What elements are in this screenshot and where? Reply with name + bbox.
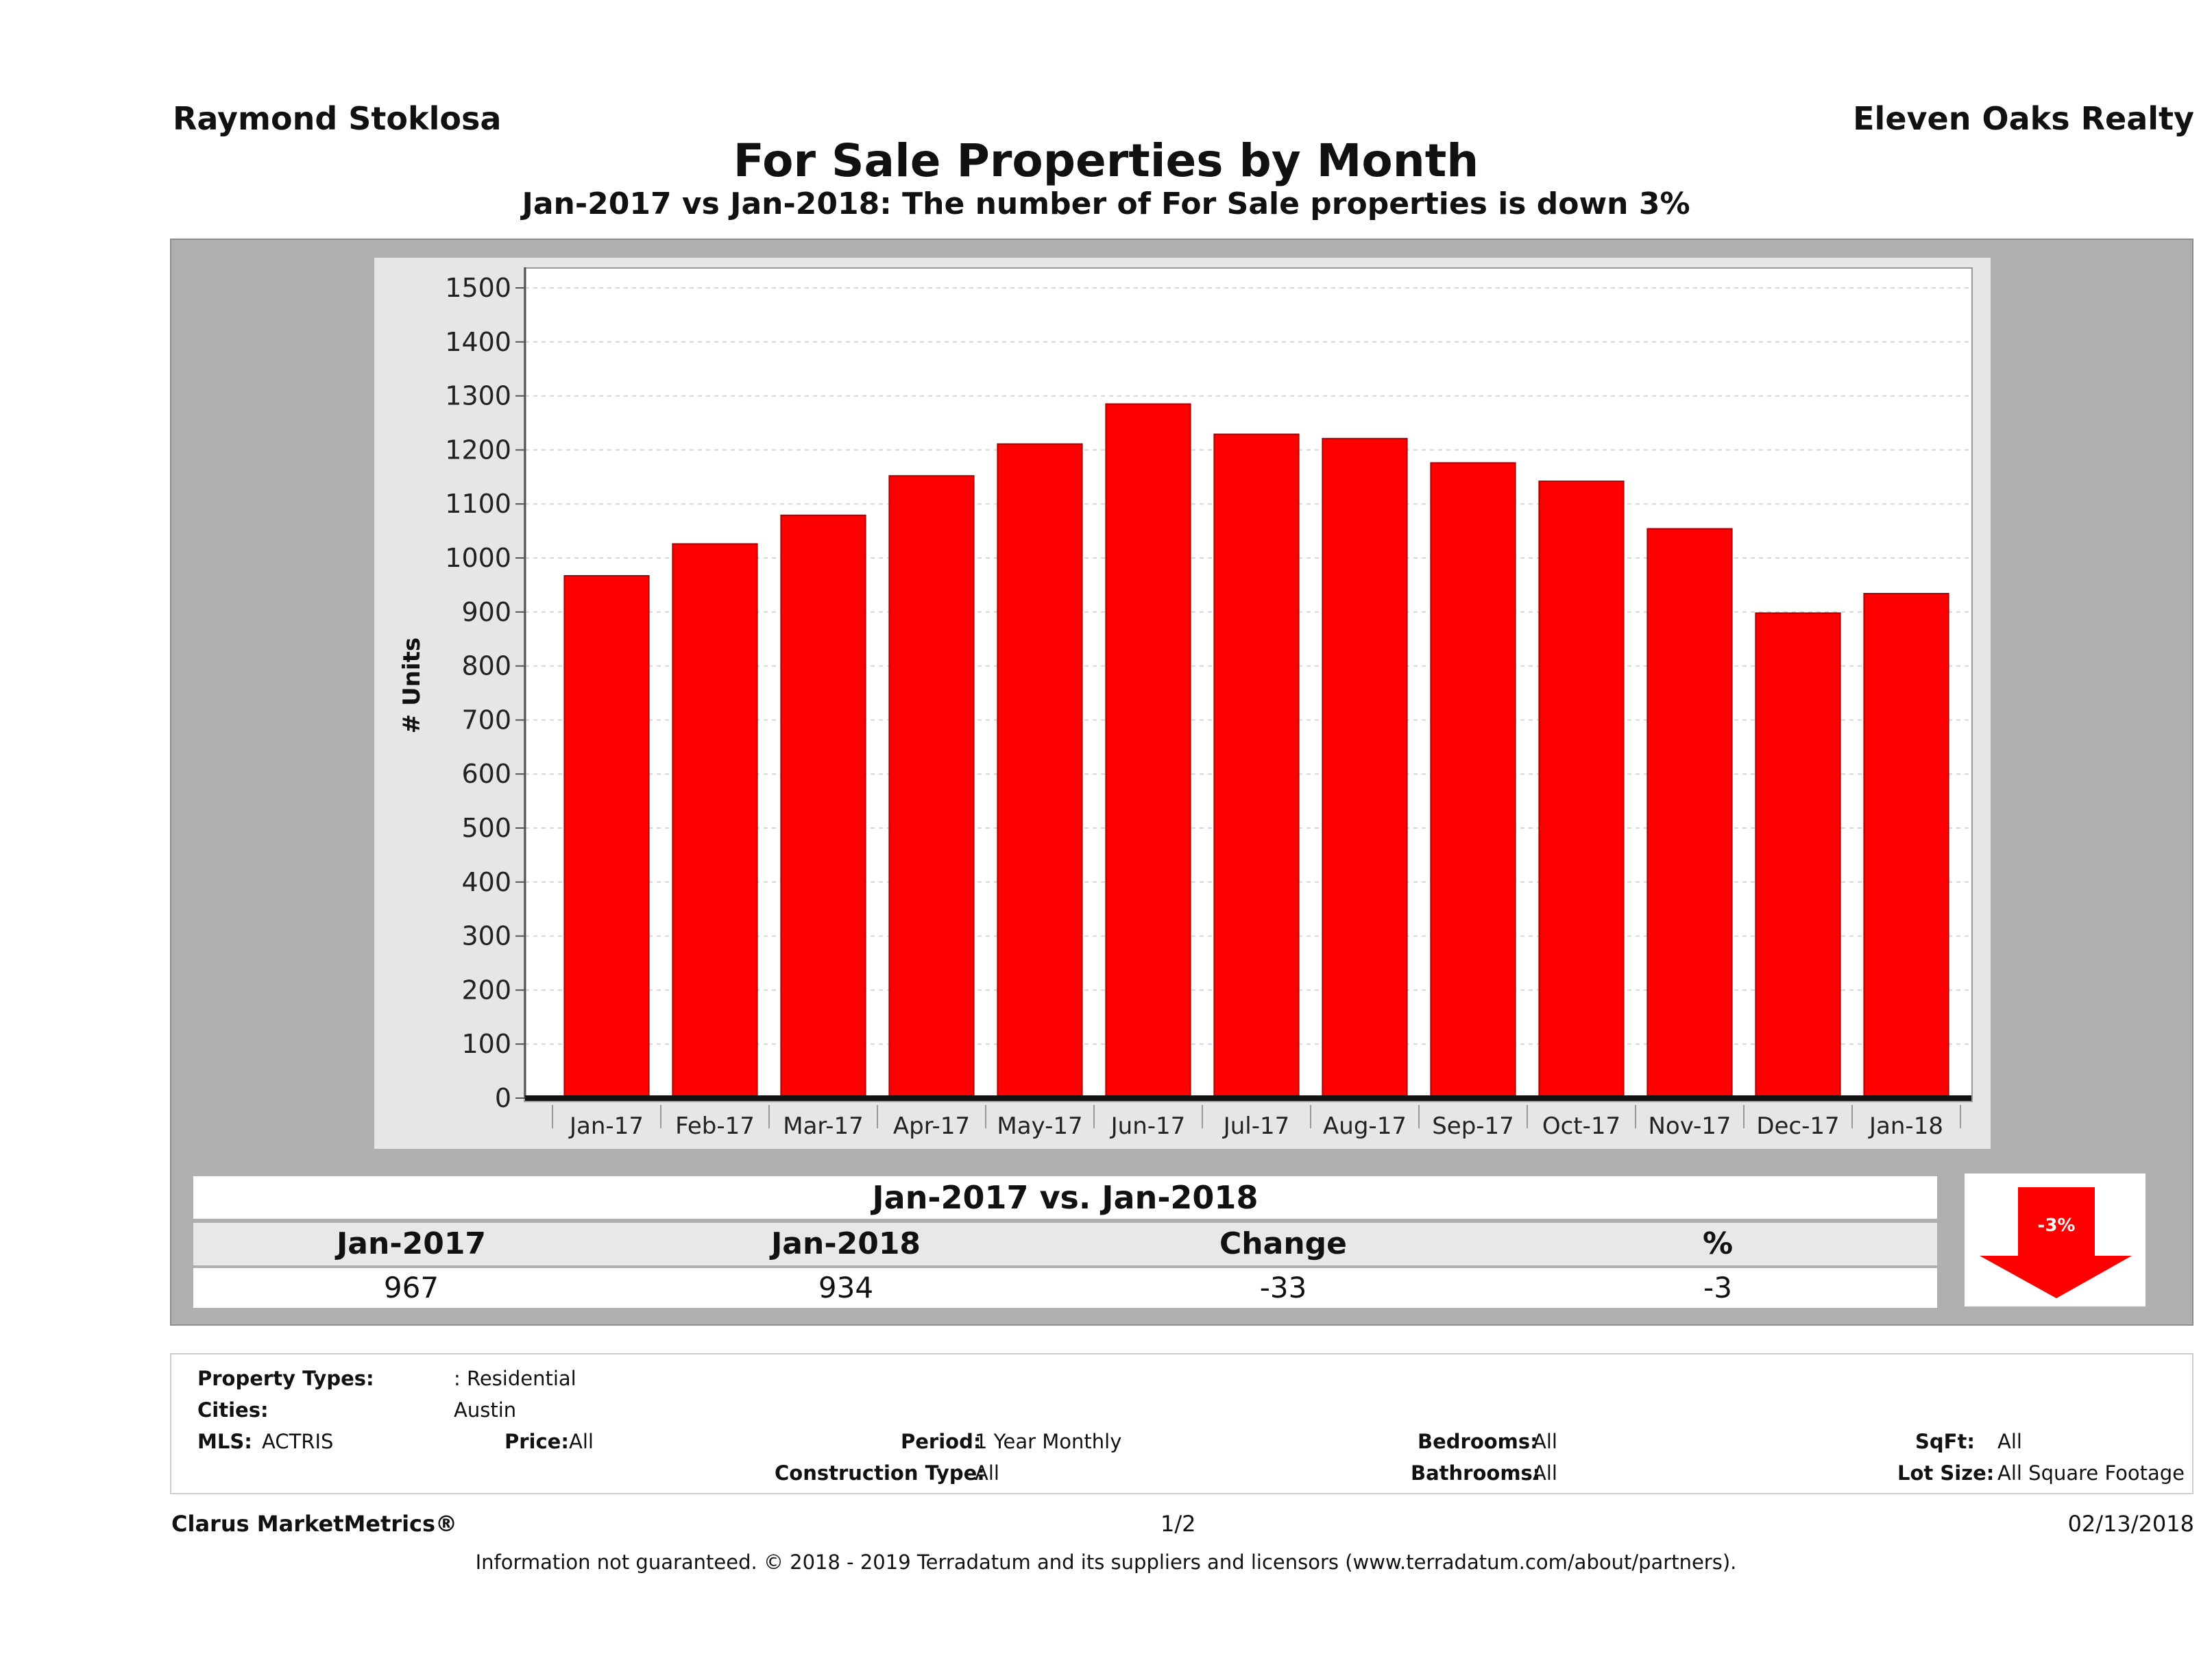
bedrooms-value: All xyxy=(1533,1430,1557,1453)
axes xyxy=(515,267,1971,1128)
change-badge: -3% xyxy=(1965,1174,2146,1306)
y-tick-label: 700 xyxy=(461,705,511,735)
bar-mar-17 xyxy=(780,514,866,1099)
sqft-value: All xyxy=(1997,1430,2022,1453)
y-tick-label: 500 xyxy=(461,813,511,843)
comparison-header-jan-2017: Jan-2017 xyxy=(336,1226,487,1261)
comparison-header-row: Jan-2017 Jan-2018 Change % xyxy=(193,1223,1937,1265)
comparison-header-change: Change xyxy=(1219,1226,1347,1261)
bar-feb-17 xyxy=(672,543,758,1099)
y-tick-label: 0 xyxy=(495,1083,511,1113)
y-tick-label: 200 xyxy=(461,975,511,1005)
period-value: 1 Year Monthly xyxy=(975,1430,1122,1453)
y-tick-label: 1000 xyxy=(445,543,511,573)
chart-title: For Sale Properties by Month xyxy=(733,134,1479,187)
x-tick-label: Feb-17 xyxy=(675,1112,755,1140)
y-tick-label: 300 xyxy=(461,921,511,951)
report-date: 02/13/2018 xyxy=(2067,1511,2194,1537)
bar-aug-17 xyxy=(1322,437,1408,1099)
comparison-value-row: 967 934 -33 -3 xyxy=(193,1268,1937,1308)
bathrooms-value: All xyxy=(1533,1461,1557,1485)
bathrooms-label: Bathrooms: xyxy=(1411,1461,1541,1485)
comparison-value-jan-2017: 967 xyxy=(383,1271,439,1304)
y-tick-label: 400 xyxy=(461,867,511,897)
down-arrow-icon: -3% xyxy=(1980,1187,2132,1298)
bar-jun-17 xyxy=(1105,403,1191,1099)
x-tick-label: Jan-18 xyxy=(1868,1112,1943,1140)
x-tick-label: May-17 xyxy=(997,1112,1082,1140)
period-label: Period: xyxy=(901,1430,982,1453)
y-tick-labels: 0 100 200 300 400 500 600 700 800 900 1000 1100 1200… xyxy=(445,273,511,1113)
y-tick-label: 1200 xyxy=(445,435,511,465)
bedrooms-label: Bedrooms: xyxy=(1418,1430,1538,1453)
x-tick-label: Nov-17 xyxy=(1649,1112,1731,1140)
cities-label: Cities: xyxy=(197,1398,269,1422)
comparison-value-jan-2018: 934 xyxy=(818,1271,874,1304)
y-tick-label: 600 xyxy=(461,759,511,789)
y-tick-label: 1400 xyxy=(445,327,511,357)
comparison-value-change: -33 xyxy=(1259,1271,1307,1304)
bar-jul-17 xyxy=(1213,433,1300,1099)
brokerage-name: Eleven Oaks Realty xyxy=(1853,100,2194,137)
x-tick-label: Jun-17 xyxy=(1110,1112,1186,1140)
change-badge-label: -3% xyxy=(2038,1215,2076,1236)
y-tick-label: 1500 xyxy=(445,273,511,303)
comparison-header-percent: % xyxy=(1702,1226,1734,1261)
y-tick-label: 1100 xyxy=(445,489,511,519)
x-tick-label: Jan-17 xyxy=(568,1112,644,1140)
y-tick-label: 1300 xyxy=(445,381,511,411)
property-types-value: : Residential xyxy=(454,1367,576,1390)
disclaimer: Information not guaranteed. © 2018 - 201… xyxy=(475,1551,1737,1574)
product-name: Clarus MarketMetrics® xyxy=(171,1511,458,1537)
chart-subtitle: Jan-2017 vs Jan-2018: The number of For … xyxy=(522,186,1690,221)
cities-value: Austin xyxy=(454,1398,517,1422)
construction-value: All xyxy=(975,1461,999,1485)
x-tick-labels: Jan-17 Feb-17 Mar-17 Apr-17 May-17 Jun-17 Jul-… xyxy=(568,1112,1943,1140)
x-tick-label: Aug-17 xyxy=(1323,1112,1407,1140)
grid-lines xyxy=(525,287,1971,1045)
x-tick-label: Jul-17 xyxy=(1222,1112,1290,1140)
y-tick-label: 900 xyxy=(461,597,511,627)
x-tick-label: Mar-17 xyxy=(783,1112,864,1140)
bar-jan-18 xyxy=(1863,593,1949,1099)
property-types-label: Property Types: xyxy=(197,1367,374,1390)
bar-nov-17 xyxy=(1646,528,1733,1099)
agent-name: Raymond Stoklosa xyxy=(173,100,502,137)
lot-size-label: Lot Size: xyxy=(1897,1461,1995,1485)
lot-size-value: All Square Footage xyxy=(1997,1461,2185,1485)
mls-label: MLS: xyxy=(197,1430,252,1453)
bar-oct-17 xyxy=(1538,481,1625,1099)
bar-sep-17 xyxy=(1430,462,1516,1099)
page-number: 1/2 xyxy=(1160,1511,1196,1537)
bar-jan-17 xyxy=(563,575,650,1099)
bars xyxy=(563,403,1949,1099)
bar-apr-17 xyxy=(888,475,975,1099)
filter-info: Property Types: : Residential Cities: Au… xyxy=(170,1353,2193,1494)
y-axis-label: # Units xyxy=(398,637,426,733)
price-value: All xyxy=(569,1430,594,1453)
x-tick-label: Oct-17 xyxy=(1542,1112,1620,1140)
bar-may-17 xyxy=(997,443,1083,1099)
x-tick-label: Dec-17 xyxy=(1756,1112,1839,1140)
comparison-header-jan-2018: Jan-2018 xyxy=(770,1226,921,1261)
comparison-value-percent: -3 xyxy=(1703,1271,1732,1304)
comparison-title: Jan-2017 vs. Jan-2018 xyxy=(193,1176,1937,1219)
bar-dec-17 xyxy=(1755,612,1841,1099)
sqft-label: SqFt: xyxy=(1915,1430,1975,1453)
construction-label: Construction Type: xyxy=(775,1461,985,1485)
x-tick-label: Sep-17 xyxy=(1432,1112,1514,1140)
y-tick-label: 800 xyxy=(461,651,511,681)
y-tick-label: 100 xyxy=(461,1029,511,1059)
mls-value: ACTRIS xyxy=(262,1430,334,1453)
price-label: Price: xyxy=(505,1430,569,1453)
x-tick-label: Apr-17 xyxy=(893,1112,970,1140)
